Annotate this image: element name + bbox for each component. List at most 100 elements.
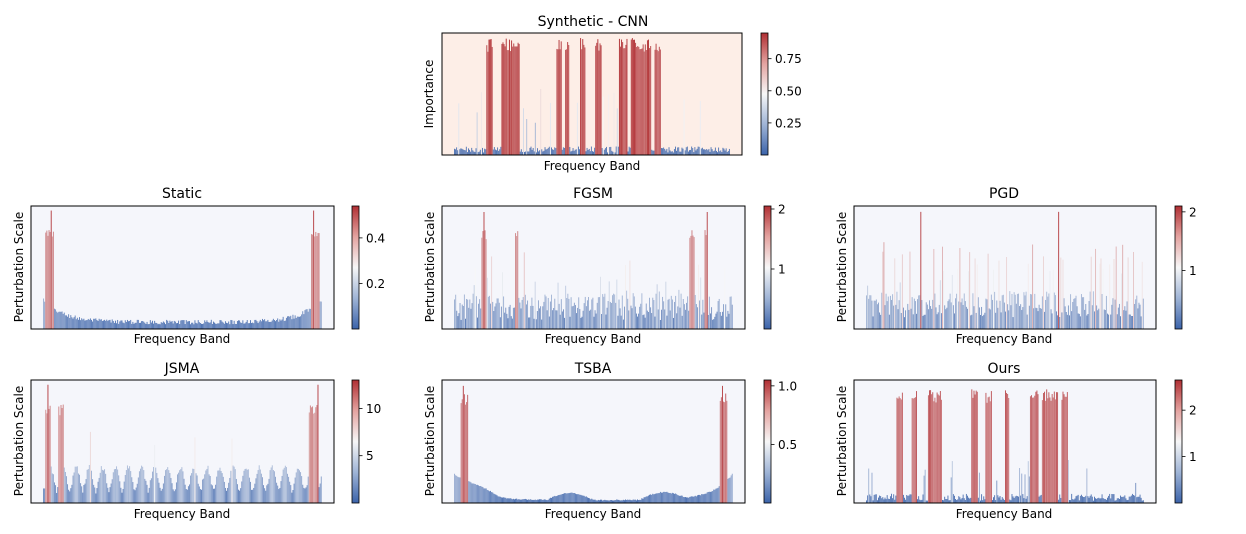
bar <box>580 317 582 329</box>
bar <box>155 322 157 329</box>
bar <box>518 297 520 329</box>
bar <box>166 469 168 503</box>
bar <box>138 471 140 503</box>
bar <box>948 500 950 503</box>
bar <box>307 476 309 503</box>
bar <box>181 467 183 503</box>
bar <box>632 293 634 329</box>
bar <box>624 48 626 155</box>
bar <box>994 495 996 503</box>
bar <box>172 489 174 503</box>
bar <box>293 483 295 503</box>
bar <box>627 298 629 329</box>
y-axis-label: Perturbation Scale <box>835 386 849 496</box>
bar <box>271 465 273 503</box>
bar <box>302 311 304 329</box>
bar <box>672 317 674 329</box>
bar <box>883 499 885 503</box>
bar <box>532 147 534 155</box>
bar <box>552 310 554 329</box>
bar <box>480 485 482 503</box>
bar <box>473 483 475 503</box>
bar <box>1123 496 1125 503</box>
bar <box>534 122 536 155</box>
bar <box>1039 495 1041 503</box>
bar <box>615 500 617 503</box>
bar <box>961 498 963 503</box>
bar <box>280 481 282 503</box>
bar <box>719 400 721 503</box>
bar <box>1130 316 1132 329</box>
bar <box>476 112 478 155</box>
bar <box>94 487 96 503</box>
bar <box>727 151 729 155</box>
bar <box>1059 494 1061 503</box>
bar <box>513 43 515 155</box>
bar <box>523 499 525 503</box>
bar <box>473 151 475 155</box>
bar <box>96 320 98 329</box>
bar <box>573 150 575 155</box>
bar <box>631 308 633 329</box>
bar <box>948 299 950 329</box>
bar <box>64 471 66 503</box>
bar <box>585 151 587 155</box>
bar <box>1128 314 1130 329</box>
bar <box>592 499 594 503</box>
bar <box>945 498 947 503</box>
bar <box>916 313 917 329</box>
bar <box>224 487 226 503</box>
bar <box>902 494 904 503</box>
bar <box>287 473 288 503</box>
bar <box>687 151 689 155</box>
bar <box>562 147 564 155</box>
bar <box>947 301 949 329</box>
bar <box>193 468 195 503</box>
bar <box>1096 305 1098 329</box>
bar <box>306 309 308 329</box>
bar <box>723 148 725 155</box>
bar <box>278 489 280 503</box>
bar <box>934 293 936 329</box>
bar <box>263 320 265 329</box>
bar <box>984 499 986 503</box>
bar <box>1135 482 1137 503</box>
bar <box>522 297 524 329</box>
bar <box>667 152 669 155</box>
plot-frame <box>441 32 743 156</box>
bar <box>687 497 689 503</box>
bar <box>935 402 937 503</box>
bar <box>148 323 150 329</box>
bar <box>493 311 495 329</box>
bar <box>1090 256 1092 329</box>
plot-frame <box>30 379 335 504</box>
bar <box>104 319 106 329</box>
bar <box>211 485 213 503</box>
bar <box>999 496 1001 503</box>
bar <box>97 481 99 503</box>
bar <box>63 467 65 503</box>
bar <box>1025 291 1027 329</box>
colorbar <box>763 205 772 330</box>
bar <box>1079 495 1081 503</box>
bar <box>984 312 986 329</box>
bar <box>698 146 700 155</box>
bar <box>589 498 591 503</box>
bar <box>156 472 158 503</box>
bar <box>240 488 242 503</box>
bar <box>585 496 587 503</box>
bar <box>650 46 652 156</box>
bar <box>246 320 248 329</box>
bar <box>607 300 609 329</box>
bar <box>556 48 558 155</box>
bar <box>206 468 208 503</box>
bar <box>1034 395 1036 503</box>
bar <box>109 487 111 503</box>
bar <box>1053 292 1055 329</box>
bar <box>528 151 530 155</box>
bar <box>1121 496 1123 503</box>
bar <box>1097 310 1099 329</box>
bar <box>224 321 226 329</box>
bar <box>567 293 569 329</box>
bar <box>879 495 881 503</box>
